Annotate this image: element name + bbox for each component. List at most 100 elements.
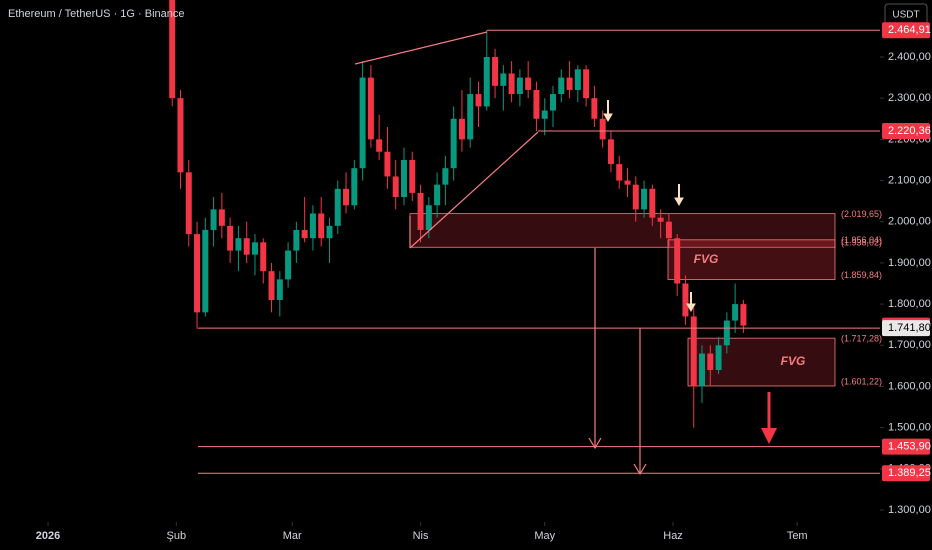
candle-body bbox=[210, 209, 217, 230]
arrow-head bbox=[633, 463, 647, 476]
candle-body bbox=[690, 316, 697, 387]
candle-body bbox=[516, 77, 523, 95]
candle-body bbox=[309, 213, 316, 239]
candle-body bbox=[492, 56, 499, 86]
y-tick-label: 1.600,00 bbox=[888, 380, 931, 392]
y-tick-label: 1.300,00 bbox=[888, 504, 931, 516]
drawings bbox=[354, 31, 647, 476]
candle-body bbox=[392, 176, 399, 198]
price-badge-label: 2.464,91 bbox=[888, 24, 931, 36]
x-tick-label: Haz bbox=[663, 530, 683, 542]
markers bbox=[603, 100, 777, 444]
candle-body bbox=[318, 213, 325, 239]
candle-body bbox=[235, 238, 242, 251]
price-badge bbox=[882, 22, 930, 39]
candle-body bbox=[251, 242, 258, 255]
y-tick-label: 1.900,00 bbox=[888, 257, 931, 269]
x-tick-label: Tem bbox=[787, 530, 808, 542]
candle-body bbox=[641, 188, 648, 210]
candle-body bbox=[334, 188, 341, 226]
candle-body bbox=[293, 229, 300, 251]
price-badge-label: 2.220,36 bbox=[888, 125, 931, 137]
x-tick-label: Şub bbox=[167, 530, 187, 542]
candle-body bbox=[616, 164, 623, 181]
candle-body bbox=[260, 242, 267, 272]
price-badge bbox=[882, 122, 930, 139]
y-tick-label: 2.000,00 bbox=[888, 216, 931, 228]
candle-body bbox=[227, 225, 234, 251]
candle-body bbox=[467, 94, 474, 140]
candle-body bbox=[384, 151, 391, 177]
candle-body bbox=[376, 139, 383, 152]
fvg-label: FVG bbox=[781, 354, 806, 368]
x-tick-label: Mar bbox=[283, 530, 302, 542]
trend-line bbox=[354, 31, 488, 65]
candle-body bbox=[541, 110, 548, 119]
currency[interactable]: USDT bbox=[892, 10, 919, 21]
candle-body bbox=[301, 229, 308, 239]
candle-body bbox=[185, 172, 192, 235]
candle-body bbox=[434, 184, 441, 206]
candle-body bbox=[458, 118, 465, 140]
candle-body bbox=[359, 77, 366, 169]
candle-body bbox=[599, 118, 606, 140]
y-tick-label: 1.500,00 bbox=[888, 422, 931, 434]
y-tick-label: 2.300,00 bbox=[888, 92, 931, 104]
candle-body bbox=[632, 184, 639, 210]
candle-body bbox=[268, 271, 275, 300]
y-tick-label: 2.400,00 bbox=[888, 51, 931, 63]
candle-body bbox=[169, 0, 176, 99]
trend-line bbox=[409, 131, 539, 249]
candle-body bbox=[367, 77, 374, 140]
candle-body bbox=[400, 159, 407, 198]
candle-body bbox=[351, 168, 358, 206]
candle-body bbox=[243, 238, 250, 255]
candle-body bbox=[574, 69, 581, 90]
candle-body bbox=[194, 234, 201, 313]
candle-body bbox=[657, 217, 664, 222]
price-badge-label: 1.453,90 bbox=[888, 441, 931, 453]
candle-body bbox=[558, 77, 565, 95]
fvg-zone bbox=[667, 239, 836, 280]
candle-body bbox=[533, 89, 540, 119]
candle-body bbox=[425, 205, 432, 230]
zone-bottom-label: (1.859,84) bbox=[841, 270, 882, 280]
down-arrow-head bbox=[761, 428, 777, 444]
candle-body bbox=[508, 73, 515, 95]
candles bbox=[169, 0, 747, 428]
candle-body bbox=[566, 77, 573, 90]
candle-body bbox=[202, 229, 209, 313]
zones bbox=[409, 213, 836, 387]
x-tick-label: Nis bbox=[413, 530, 429, 542]
candle-body bbox=[483, 56, 490, 107]
price-badge bbox=[882, 438, 930, 455]
price-badge bbox=[882, 320, 930, 337]
candle-body bbox=[707, 353, 714, 370]
candle-body bbox=[442, 168, 449, 185]
price-badge-label: 1.741,80 bbox=[888, 322, 931, 334]
candle-body bbox=[276, 279, 283, 300]
candle-body bbox=[218, 209, 225, 226]
chart-title: Ethereum / TetherUS · 1G · Binance bbox=[8, 8, 185, 20]
candle-body bbox=[665, 221, 672, 239]
arrow-head bbox=[588, 437, 602, 450]
candle-body bbox=[732, 304, 739, 321]
signal-arrows bbox=[603, 100, 696, 313]
zone-top-label: (1.717,28) bbox=[841, 334, 882, 344]
candle-body bbox=[591, 98, 598, 119]
zone-bottom-label: (1.601,22) bbox=[841, 376, 882, 386]
candle-body bbox=[583, 69, 590, 99]
candle-body bbox=[715, 345, 722, 370]
zone-bottom-label: (1.938,02) bbox=[841, 238, 882, 248]
zone-top-label: (2.019,65) bbox=[841, 209, 882, 219]
y-tick-label: 1.700,00 bbox=[888, 339, 931, 351]
candle-body bbox=[607, 139, 614, 165]
candle-body bbox=[525, 77, 532, 90]
candle-body bbox=[674, 238, 681, 284]
candle-body bbox=[343, 188, 350, 206]
candle-body bbox=[177, 98, 184, 173]
x-tick-label: May bbox=[534, 530, 555, 542]
fvg-zone bbox=[409, 213, 836, 248]
